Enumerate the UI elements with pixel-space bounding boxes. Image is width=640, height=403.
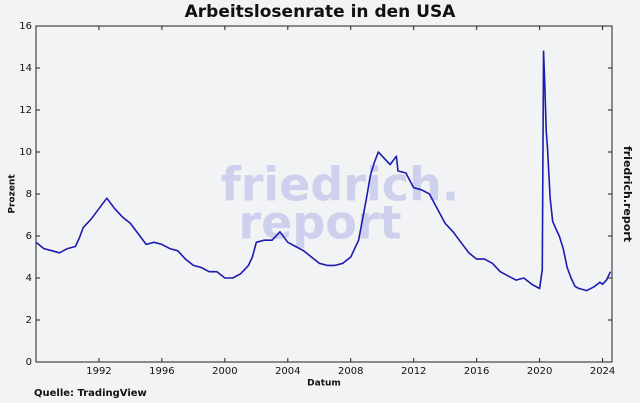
y-tick-label: 6 [26,231,32,242]
watermark: report [238,196,401,250]
x-tick-label: 2020 [527,366,552,377]
x-axis-label: Datum [307,379,341,389]
watermark: friedrich. [221,158,460,212]
y-tick-label: 4 [26,273,32,284]
chart-title: Arbeitslosenrate in den USA [185,2,457,22]
y-tick-label: 12 [19,105,32,116]
y-tick-label: 16 [19,21,32,32]
source: Quelle: TradingView [34,388,147,399]
x-tick-label: 1996 [149,366,174,377]
x-tick-label: 2004 [275,366,300,377]
y-axis-label: Prozent [8,174,18,214]
y-tick-label: 14 [19,63,32,74]
x-tick-label: 1992 [86,366,111,377]
y-tick-label: 2 [26,315,32,326]
x-tick-label: 2012 [401,366,426,377]
y-tick-label: 10 [19,147,32,158]
x-tick-label: 2008 [338,366,363,377]
side-watermark: friedrich.report [621,146,634,242]
x-tick-label: 2016 [464,366,489,377]
x-tick-label: 2024 [590,366,615,377]
x-tick-label: 2000 [212,366,237,377]
y-tick-label: 0 [26,357,32,368]
line-series [35,50,612,292]
y-tick-label: 8 [26,189,32,200]
